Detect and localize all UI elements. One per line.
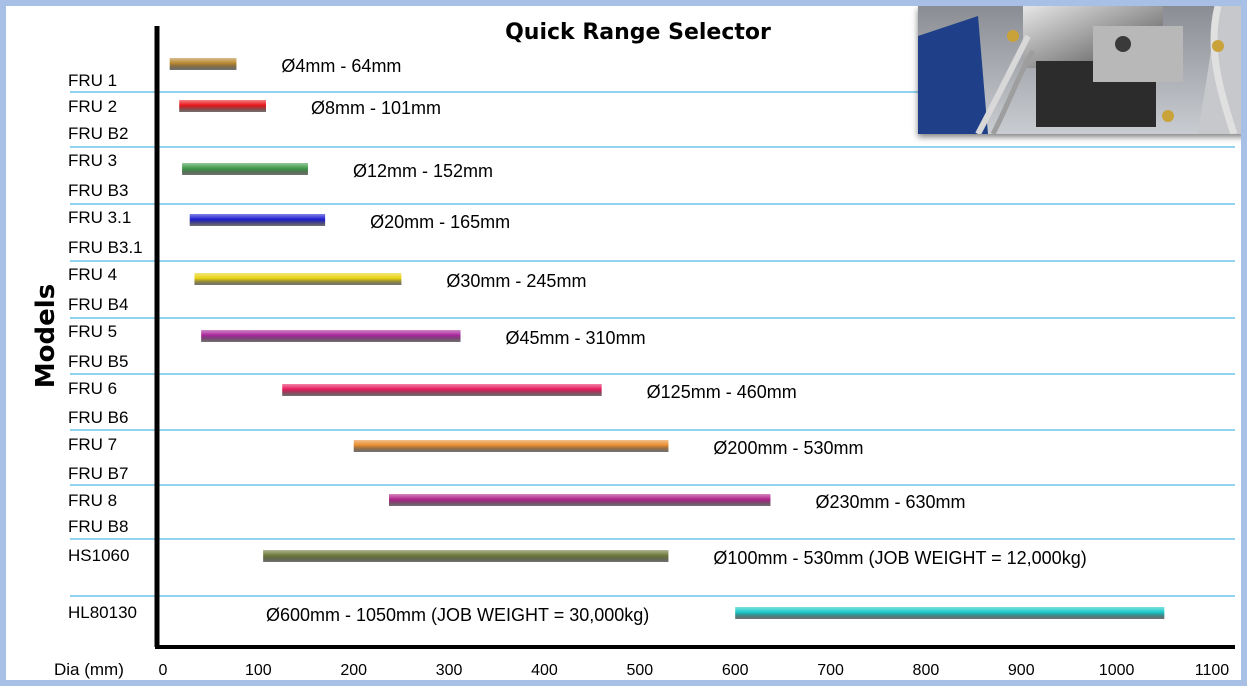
model-labels: FRU 1 FRU 2 FRU B2 FRU 3 FRU B3 FRU 3.1 FRU B3… xyxy=(68,71,143,622)
range-bar xyxy=(263,550,669,562)
model-label: FRU 2 xyxy=(68,97,117,116)
model-label: FRU 4 xyxy=(68,265,117,284)
model-label: FRU B3 xyxy=(68,181,128,200)
range-label: Ø4mm - 64mm xyxy=(281,56,401,76)
x-tick-label: 600 xyxy=(722,662,749,679)
chart-title: Quick Range Selector xyxy=(505,20,771,45)
x-tick-labels: 0 100 200 300 400 500 600 700 800 900 1000 1100 xyxy=(159,662,1230,679)
model-label: FRU B7 xyxy=(68,464,128,483)
model-label: FRU B5 xyxy=(68,352,128,371)
range-labels: Ø4mm - 64mm Ø8mm - 101mm Ø12mm - 152mm Ø20m… xyxy=(266,56,1087,625)
range-label: Ø100mm - 530mm (JOB WEIGHT = 12,000kg) xyxy=(713,548,1086,568)
x-tick-label: 500 xyxy=(626,662,653,679)
model-label: FRU 7 xyxy=(68,435,117,454)
x-tick-label: 300 xyxy=(436,662,463,679)
model-label: HL80130 xyxy=(68,603,137,622)
range-label: Ø230mm - 630mm xyxy=(815,492,965,512)
machine-image xyxy=(918,6,1241,134)
y-axis-label: Models xyxy=(31,284,61,388)
model-label: FRU 3 xyxy=(68,151,117,170)
x-tick-label: 200 xyxy=(340,662,367,679)
range-label: Ø200mm - 530mm xyxy=(713,438,863,458)
model-label: FRU 3.1 xyxy=(68,208,131,227)
x-axis-label: Dia (mm) xyxy=(54,660,124,679)
product-photo xyxy=(918,6,1241,134)
x-tick-label: 400 xyxy=(531,662,558,679)
range-bars xyxy=(169,58,1165,619)
x-tick-label: 1000 xyxy=(1099,662,1135,679)
model-label: FRU 5 xyxy=(68,322,117,341)
range-bar xyxy=(389,494,771,506)
model-label: FRU B8 xyxy=(68,517,128,536)
x-tick-label: 900 xyxy=(1008,662,1035,679)
range-label: Ø30mm - 245mm xyxy=(446,271,586,291)
x-tick-label: 1100 xyxy=(1195,662,1230,679)
model-label: FRU B6 xyxy=(68,408,128,427)
range-label: Ø20mm - 165mm xyxy=(370,212,510,232)
model-label: FRU 1 xyxy=(68,71,117,90)
range-label: Ø125mm - 460mm xyxy=(647,382,797,402)
range-bar xyxy=(353,440,669,452)
model-label: FRU 8 xyxy=(68,491,117,510)
range-bar xyxy=(282,384,602,396)
model-label: FRU 6 xyxy=(68,379,117,398)
range-label: Ø12mm - 152mm xyxy=(353,161,493,181)
x-tick-label: 100 xyxy=(245,662,272,679)
model-label: FRU B4 xyxy=(68,295,128,314)
axes xyxy=(154,26,1235,649)
range-bar xyxy=(201,330,461,342)
range-bar xyxy=(189,214,326,226)
x-tick-label: 700 xyxy=(817,662,844,679)
model-label: FRU B3.1 xyxy=(68,238,143,257)
range-bar xyxy=(182,163,308,175)
range-label: Ø8mm - 101mm xyxy=(311,98,441,118)
model-label: HS1060 xyxy=(68,546,129,565)
x-tick-label: 0 xyxy=(159,662,168,679)
x-tick-label: 800 xyxy=(913,662,940,679)
row-separators xyxy=(70,91,1235,597)
range-chart: Quick Range Selector Models Dia (mm) 0 10… xyxy=(31,20,1235,679)
range-label: Ø600mm - 1050mm (JOB WEIGHT = 30,000kg) xyxy=(266,605,649,625)
model-label: FRU B2 xyxy=(68,124,128,143)
range-bar xyxy=(179,100,266,112)
range-bar xyxy=(169,58,237,70)
range-label: Ø45mm - 310mm xyxy=(506,328,646,348)
range-bar xyxy=(194,273,402,285)
range-bar xyxy=(735,607,1165,619)
